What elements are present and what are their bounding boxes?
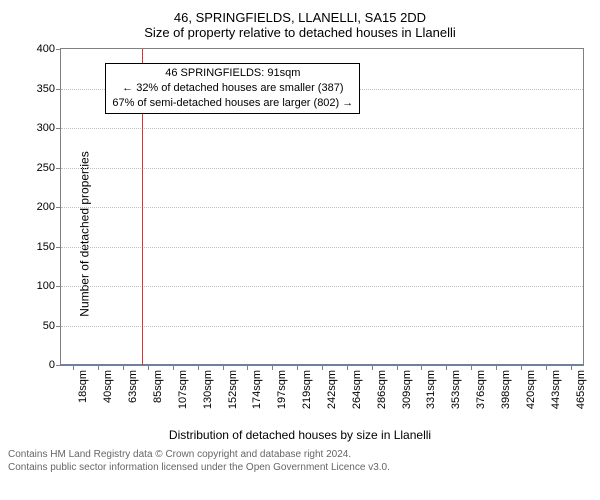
page-title: 46, SPRINGFIELDS, LLANELLI, SA15 2DD (8, 8, 592, 25)
annotation-line: 46 SPRINGFIELDS: 91sqm (112, 66, 353, 81)
x-tick-mark (247, 365, 248, 370)
y-tick-mark (56, 89, 61, 90)
y-tick-label: 350 (25, 83, 55, 95)
x-tick-label: 40sqm (102, 370, 114, 403)
plot-region: 05010015020025030035040018sqm40sqm63sqm8… (60, 48, 584, 366)
x-tick-label: 376sqm (475, 370, 487, 409)
y-tick-label: 200 (25, 201, 55, 213)
y-tick-mark (56, 168, 61, 169)
x-tick-label: 286sqm (376, 370, 388, 409)
y-tick-mark (56, 365, 61, 366)
x-tick-mark (98, 365, 99, 370)
x-tick-label: 63sqm (127, 370, 139, 403)
y-tick-label: 50 (25, 320, 55, 332)
y-tick-mark (56, 247, 61, 248)
x-tick-mark (397, 365, 398, 370)
y-tick-mark (56, 128, 61, 129)
x-tick-label: 85sqm (152, 370, 164, 403)
x-tick-label: 353sqm (450, 370, 462, 409)
x-tick-mark (471, 365, 472, 370)
x-tick-mark (571, 365, 572, 370)
x-tick-mark (496, 365, 497, 370)
annotation-line: 67% of semi-detached houses are larger (… (112, 96, 353, 111)
x-tick-label: 174sqm (251, 370, 263, 409)
gridline (61, 168, 583, 169)
y-tick-mark (56, 326, 61, 327)
x-tick-mark (521, 365, 522, 370)
y-tick-mark (56, 207, 61, 208)
x-tick-mark (123, 365, 124, 370)
y-tick-label: 300 (25, 122, 55, 134)
x-tick-label: 420sqm (525, 370, 537, 409)
chart-area: Number of detached properties 0501001502… (8, 44, 592, 424)
x-tick-mark (546, 365, 547, 370)
footer-line-2: Contains public sector information licen… (8, 461, 592, 474)
footer: Contains HM Land Registry data © Crown c… (8, 448, 592, 474)
y-tick-label: 250 (25, 162, 55, 174)
y-tick-label: 0 (25, 359, 55, 371)
y-tick-label: 150 (25, 241, 55, 253)
annotation-box: 46 SPRINGFIELDS: 91sqm← 32% of detached … (105, 63, 360, 114)
gridline (61, 128, 583, 129)
x-tick-label: 107sqm (177, 370, 189, 409)
x-tick-mark (347, 365, 348, 370)
x-tick-label: 130sqm (202, 370, 214, 409)
x-tick-label: 264sqm (351, 370, 363, 409)
x-tick-label: 219sqm (301, 370, 313, 409)
x-tick-mark (421, 365, 422, 370)
x-tick-mark (198, 365, 199, 370)
x-tick-mark (297, 365, 298, 370)
y-tick-mark (56, 286, 61, 287)
x-tick-label: 309sqm (401, 370, 413, 409)
x-axis-label: Distribution of detached houses by size … (8, 428, 592, 442)
x-tick-label: 242sqm (326, 370, 338, 409)
x-tick-label: 465sqm (575, 370, 587, 409)
annotation-line: ← 32% of detached houses are smaller (38… (112, 81, 353, 96)
x-tick-label: 197sqm (276, 370, 288, 409)
x-tick-mark (223, 365, 224, 370)
gridline (61, 326, 583, 327)
x-tick-label: 443sqm (550, 370, 562, 409)
x-tick-mark (148, 365, 149, 370)
gridline (61, 247, 583, 248)
x-tick-label: 331sqm (425, 370, 437, 409)
gridline (61, 207, 583, 208)
x-tick-mark (73, 365, 74, 370)
x-tick-mark (173, 365, 174, 370)
y-tick-mark (56, 49, 61, 50)
x-tick-label: 152sqm (227, 370, 239, 409)
footer-line-1: Contains HM Land Registry data © Crown c… (8, 448, 592, 461)
x-tick-mark (272, 365, 273, 370)
gridline (61, 286, 583, 287)
page-subtitle: Size of property relative to detached ho… (8, 25, 592, 44)
x-tick-label: 398sqm (500, 370, 512, 409)
x-tick-label: 18sqm (77, 370, 89, 403)
x-tick-mark (372, 365, 373, 370)
y-tick-label: 400 (25, 43, 55, 55)
x-tick-mark (446, 365, 447, 370)
y-tick-label: 100 (25, 280, 55, 292)
x-tick-mark (322, 365, 323, 370)
